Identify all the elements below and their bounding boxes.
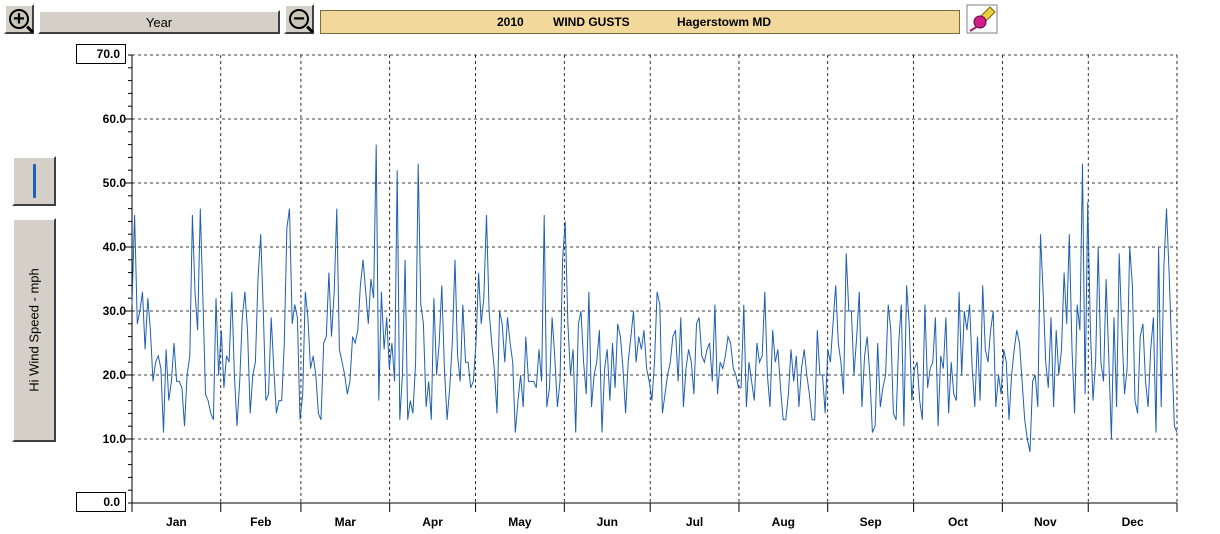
zoom-out-button[interactable]: − — [284, 4, 314, 34]
y-tick-label: 40.0 — [103, 240, 127, 254]
y-axis-label-button[interactable]: Hi Wind Speed - mph — [12, 218, 56, 442]
y-tick-label: 50.0 — [103, 176, 127, 190]
y-min-box[interactable]: 0.0 — [76, 492, 126, 512]
month-label: Jan — [166, 515, 187, 529]
series-toggle-button[interactable] — [12, 156, 56, 206]
month-label: Oct — [948, 515, 968, 529]
title-year: 2010 — [497, 15, 524, 29]
range-select-button[interactable]: Year — [38, 10, 280, 34]
month-label: May — [508, 515, 532, 529]
zoom-in-button[interactable]: + — [4, 4, 34, 34]
month-label: Sep — [860, 515, 882, 529]
wind-gust-series-line — [131, 144, 1178, 452]
paint-icon — [966, 4, 998, 34]
series-line-icon — [32, 164, 36, 198]
zoom-in-icon: + — [9, 9, 34, 34]
month-label: Apr — [422, 515, 443, 529]
title-location: Hagerstowm MD — [677, 15, 772, 29]
y-tick-label: 20.0 — [103, 368, 127, 382]
y-tick-label: 60.0 — [103, 112, 127, 126]
month-label: Dec — [1122, 515, 1144, 529]
y-max-box[interactable]: 70.0 — [76, 44, 126, 64]
title-metric: WIND GUSTS — [553, 15, 630, 29]
month-label: Nov — [1034, 515, 1057, 529]
month-label: Jun — [597, 515, 618, 529]
month-label: Mar — [335, 515, 357, 529]
month-label: Feb — [250, 515, 271, 529]
paint-button[interactable] — [966, 4, 998, 34]
y-tick-label: 30.0 — [103, 304, 127, 318]
chart-title-bar: 2010 WIND GUSTS Hagerstowm MD — [320, 10, 960, 34]
range-label: Year — [145, 14, 173, 30]
y-tick-label: 10.0 — [103, 432, 127, 446]
month-label: Jul — [686, 515, 703, 529]
zoom-out-icon: − — [289, 9, 314, 34]
month-label: Aug — [772, 515, 795, 529]
